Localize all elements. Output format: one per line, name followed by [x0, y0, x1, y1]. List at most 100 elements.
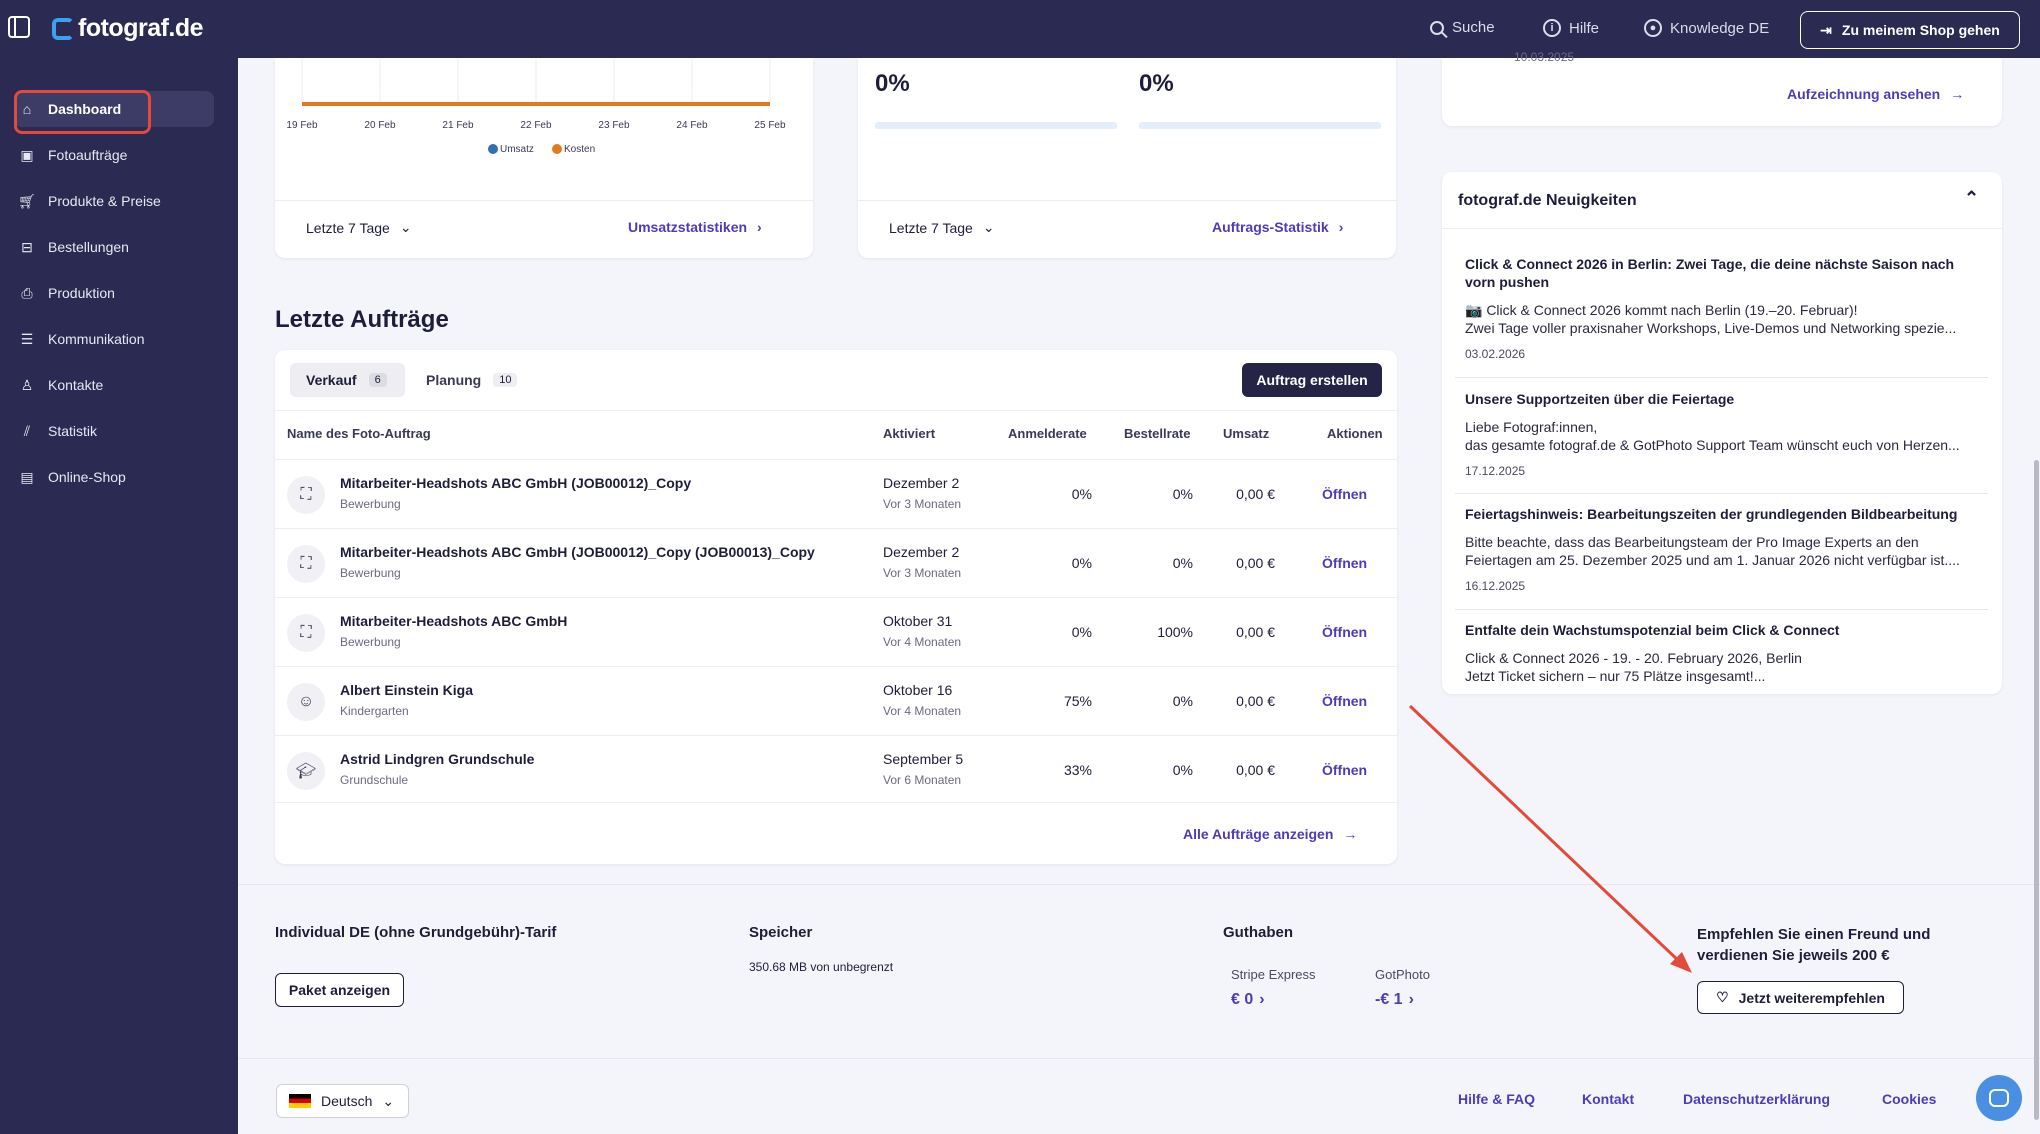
knowledge-link[interactable]: ● Knowledge DE [1644, 19, 1769, 37]
chevron-down-icon: ⌄ [982, 219, 995, 235]
column-header-revenue[interactable]: Umsatz [1223, 426, 1270, 441]
column-header-activated[interactable]: Aktiviert [883, 426, 936, 441]
open-button[interactable]: Öffnen [1322, 486, 1368, 502]
tab-verkauf[interactable]: Verkauf 6 [290, 363, 405, 397]
sidebar-item-label: Dashboard [48, 101, 122, 117]
sidebar-item-label: Online-Shop [48, 469, 126, 485]
tab-planung[interactable]: Planung 10 [418, 363, 518, 397]
news-item-title: Click & Connect 2026 in Berlin: Zwei Tag… [1465, 256, 1955, 290]
sidebar-item-produkte[interactable]: 🛒︎ Produkte & Preise [14, 183, 214, 219]
job-name[interactable]: Mitarbeiter-Headshots ABC GmbH (JOB00012… [340, 475, 692, 491]
news-item-text: 📷 Click & Connect 2026 kommt nach Berlin… [1465, 302, 1858, 318]
tab-label: Planung [426, 372, 482, 388]
news-item[interactable]: Click & Connect 2026 in Berlin: Zwei Tag… [1465, 255, 1985, 361]
revenue-period-dropdown[interactable]: Letzte 7 Tage ⌄ [306, 219, 412, 236]
job-type: Kindergarten [340, 704, 409, 718]
orders-period-dropdown[interactable]: Letzte 7 Tage ⌄ [889, 219, 995, 236]
revenue-stats-label: Umsatzstatistiken [628, 219, 748, 235]
activated-ago: Vor 3 Monaten [883, 497, 962, 511]
stripe-value: € 0 [1231, 991, 1254, 1008]
sidebar: ⌂ Dashboard ▣ Fotoaufträge 🛒︎ Produkte &… [0, 58, 238, 1134]
table-row[interactable]: ☺ Albert Einstein Kiga Kindergarten Oktober… [275, 666, 1397, 735]
logout-icon: ⇥ [1820, 21, 1832, 38]
sidebar-item-kommunikation[interactable]: ☰ Kommunikation [14, 321, 214, 357]
table-row[interactable]: 🎓︎ Astrid Lindgren Grundschule Grundschule… [275, 735, 1397, 804]
table-row[interactable]: ⛶ Mitarbeiter-Headshots ABC GmbH (JOB0001… [275, 459, 1397, 528]
printer-icon: ⎙ [21, 284, 33, 301]
open-button[interactable]: Öffnen [1322, 693, 1368, 709]
x-tick-label: 24 Feb [676, 120, 708, 131]
sidebar-item-label: Produktion [48, 285, 115, 301]
job-type: Bewerbung [340, 566, 401, 580]
create-order-button[interactable]: Auftrag erstellen [1242, 363, 1382, 397]
job-name[interactable]: Mitarbeiter-Headshots ABC GmbH (JOB00012… [340, 544, 815, 560]
job-name[interactable]: Astrid Lindgren Grundschule [340, 751, 535, 767]
column-header-order-rate[interactable]: Bestellrate [1124, 426, 1191, 441]
job-type: Bewerbung [340, 635, 401, 649]
recording-card: 10.03.2025 Aufzeichnung ansehen → [1442, 50, 2002, 126]
news-item[interactable]: Entfalte dein Wachstumspotenzial beim Cl… [1465, 621, 1985, 685]
table-row[interactable]: ⛶ Mitarbeiter-Headshots ABC GmbH Bewerbung… [275, 597, 1397, 666]
column-header-name[interactable]: Name des Foto-Auftrag [287, 426, 431, 441]
recording-link[interactable]: Aufzeichnung ansehen → [1787, 86, 1964, 102]
table-row[interactable]: ⛶ Mitarbeiter-Headshots ABC GmbH (JOB0001… [275, 528, 1397, 597]
referral-button[interactable]: ♡ Jetzt weiterempfehlen [1697, 981, 1904, 1014]
rate-value-2: 0% [1139, 70, 1174, 97]
help-link[interactable]: i Hilfe [1543, 19, 1599, 37]
sidebar-item-dashboard[interactable]: ⌂ Dashboard [14, 91, 214, 127]
show-package-button[interactable]: Paket anzeigen [275, 973, 404, 1007]
all-orders-link[interactable]: Alle Aufträge anzeigen → [1183, 826, 1357, 842]
x-tick-label: 19 Feb [286, 120, 318, 131]
revenue: 0,00 € [1236, 693, 1275, 709]
gotphoto-value: -€ 1 [1375, 991, 1403, 1008]
revenue: 0,00 € [1236, 555, 1275, 571]
job-name[interactable]: Mitarbeiter-Headshots ABC GmbH [340, 613, 568, 629]
open-button[interactable]: Öffnen [1322, 624, 1368, 640]
revenue: 0,00 € [1236, 486, 1275, 502]
logo[interactable]: fotograf.de [52, 14, 204, 43]
sidebar-item-bestellungen[interactable]: ⊟ Bestellungen [14, 229, 214, 265]
sidebar-item-label: Kommunikation [48, 331, 145, 347]
activated-date: September 5 [883, 751, 964, 767]
sidebar-item-online-shop[interactable]: ▤ Online-Shop [14, 459, 214, 495]
open-button[interactable]: Öffnen [1322, 762, 1368, 778]
heart-icon: ♡ [1716, 989, 1729, 1005]
open-button[interactable]: Öffnen [1322, 555, 1368, 571]
sidebar-item-statistik[interactable]: ⫽ Statistik [14, 413, 214, 449]
column-header-actions: Aktionen [1327, 426, 1383, 441]
footer-link-cookies[interactable]: Cookies [1882, 1091, 1937, 1107]
chevron-up-icon[interactable]: ⌃ [1964, 188, 1980, 208]
job-name[interactable]: Albert Einstein Kiga [340, 682, 474, 698]
news-item[interactable]: Feiertagshinweis: Bearbeitungszeiten der… [1465, 505, 1985, 593]
news-item-text: Feiertagen am 25. Dezember 2025 und am 1… [1465, 552, 1960, 568]
orders-stats-link[interactable]: Auftrags-Statistik › [1212, 219, 1343, 235]
divider [275, 410, 1397, 411]
news-item-title: Unsere Supportzeiten über die Feiertage [1465, 391, 1735, 407]
user-icon: ♙ [20, 376, 34, 393]
smiley-icon: ☺ [287, 683, 325, 721]
footer-link-help[interactable]: Hilfe & FAQ [1458, 1091, 1536, 1107]
scrollbar[interactable] [2034, 460, 2039, 1120]
language-dropdown[interactable]: Deutsch ⌄ [276, 1084, 409, 1118]
news-item[interactable]: Unsere Supportzeiten über die Feiertage … [1465, 390, 1985, 478]
sidebar-item-produktion[interactable]: ⎙ Produktion [14, 275, 214, 311]
search-link[interactable]: Suche [1430, 19, 1495, 36]
divider [275, 802, 1397, 803]
headshot-icon: ⛶ [287, 614, 325, 652]
sidebar-item-kontakte[interactable]: ♙ Kontakte [14, 367, 214, 403]
box-icon: ⊟ [21, 238, 33, 255]
footer-link-privacy[interactable]: Datenschutzerklärung [1683, 1091, 1831, 1107]
tab-label: Verkauf [306, 372, 357, 388]
revenue-stats-link[interactable]: Umsatzstatistiken › [628, 219, 762, 235]
shop-button[interactable]: ⇥ Zu meinem Shop gehen [1800, 11, 2020, 49]
sidebar-toggle-icon[interactable] [8, 16, 30, 38]
gotphoto-balance-link[interactable]: -€ 1 › [1375, 991, 1414, 1009]
divider [238, 1058, 2040, 1059]
footer-link-contact[interactable]: Kontakt [1582, 1091, 1635, 1107]
column-header-signup-rate[interactable]: Anmelderate [1008, 426, 1087, 441]
sidebar-item-fotoauftraege[interactable]: ▣ Fotoaufträge [14, 137, 214, 173]
chevron-right-icon: › [1259, 991, 1265, 1008]
chat-widget-button[interactable] [1976, 1075, 2022, 1121]
annotation-arrow-line [1408, 704, 1684, 966]
stripe-balance-link[interactable]: € 0 › [1231, 991, 1265, 1009]
